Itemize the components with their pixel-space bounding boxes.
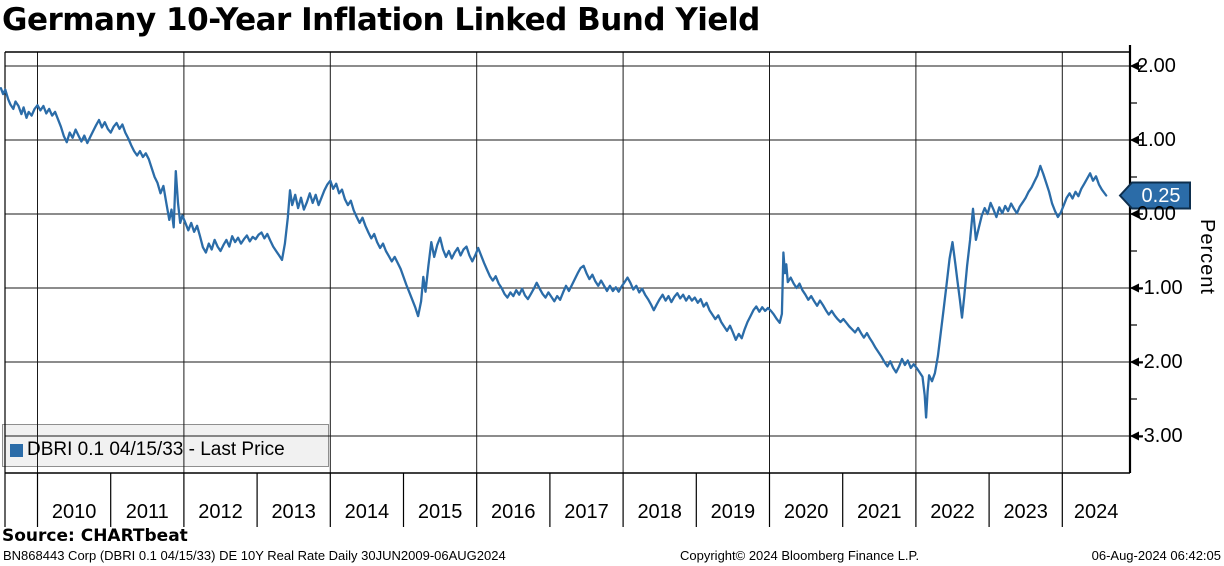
y-axis-tick-label: -2.00 <box>1137 351 1183 373</box>
legend-series-label: DBRI 0.1 04/15/33 - Last Price <box>27 439 285 460</box>
y-axis-tick-label: 2.00 <box>1137 55 1176 77</box>
y-axis-tick-arrow-icon <box>1130 135 1139 145</box>
footer-security-info: BN868443 Corp (DBRI 0.1 04/15/33) DE 10Y… <box>3 548 506 563</box>
x-axis-year-label: 2019 <box>710 501 756 523</box>
x-axis-year-label: 2014 <box>344 501 390 523</box>
y-axis-tick-arrow-icon <box>1130 431 1139 441</box>
x-axis-year-label: 2012 <box>198 501 243 523</box>
x-axis-year-label: 2015 <box>417 501 463 523</box>
x-axis-year-label: 2024 <box>1073 501 1119 523</box>
x-axis-year-label: 2011 <box>125 501 169 523</box>
y-axis-tick-arrow-icon <box>1130 209 1139 219</box>
yield-series-line <box>0 87 1108 419</box>
x-axis-year-label: 2020 <box>783 501 829 523</box>
footer-timestamp: 06-Aug-2024 06:42:05 <box>1091 548 1221 563</box>
x-axis-year-label: 2022 <box>930 501 975 523</box>
x-axis-year-label: 2018 <box>637 501 682 523</box>
x-axis-year-label: 2017 <box>564 501 609 523</box>
y-axis-tick-arrow-icon <box>1130 357 1139 367</box>
last-price-tag: 0.25 <box>1141 184 1181 207</box>
legend-series-swatch-icon <box>10 443 23 457</box>
y-axis-tick-label: 1.00 <box>1137 129 1176 151</box>
y-axis-tick-arrow-icon <box>1130 61 1139 71</box>
x-axis-year-label: 2010 <box>51 501 97 523</box>
x-axis-year-label: 2016 <box>491 501 536 523</box>
y-axis-title: Percent <box>1196 219 1218 295</box>
x-axis-year-label: 2021 <box>857 501 902 523</box>
x-axis-year-label: 2013 <box>271 501 316 523</box>
legend-box <box>2 424 329 467</box>
last-price-tag-shape <box>1118 181 1191 210</box>
y-axis-tick-label: 0.00 <box>1137 203 1176 225</box>
legend: DBRI 0.1 04/15/33 - Last Price <box>10 439 285 461</box>
footer-copyright: Copyright© 2024 Bloomberg Finance L.P. <box>680 548 920 563</box>
y-axis-tick-label: -1.00 <box>1137 277 1183 299</box>
y-axis-tick-arrow-icon <box>1130 283 1139 293</box>
y-axis-tick-label: -3.00 <box>1137 425 1183 447</box>
x-axis-year-label: 2023 <box>1003 501 1048 523</box>
source-label: Source: CHARTbeat <box>2 526 188 546</box>
page-title: Germany 10-Year Inflation Linked Bund Yi… <box>2 2 760 38</box>
